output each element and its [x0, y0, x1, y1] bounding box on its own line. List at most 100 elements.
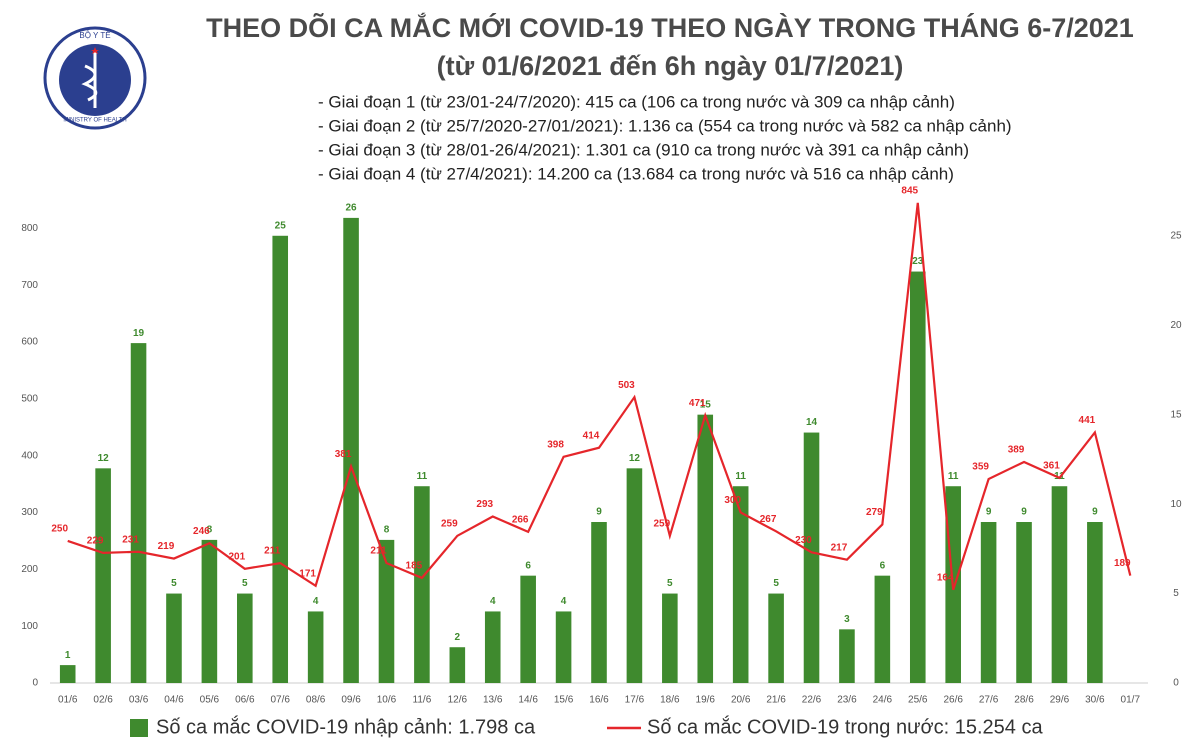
logo-top: BỘ Y TẾ: [79, 30, 110, 40]
x-tick-label: 14/6: [518, 695, 538, 706]
bar: [378, 539, 395, 683]
bar: [1087, 522, 1103, 683]
x-tick-label: 10/6: [377, 695, 397, 706]
x-tick-label: 23/6: [837, 695, 857, 706]
x-tick-label: 25/6: [908, 695, 928, 706]
line-label: 300: [724, 495, 741, 506]
x-tick-label: 11/6: [413, 695, 432, 706]
line-label: 246: [193, 526, 210, 537]
line-label: 171: [299, 568, 316, 579]
bar-label: 12: [629, 453, 641, 464]
legend-label: Số ca mắc COVID-19 trong nước: 15.254 ca: [647, 715, 1043, 738]
y-tick-label: 400: [21, 450, 38, 461]
line-label: 279: [866, 507, 883, 518]
bar-label: 12: [98, 453, 110, 464]
x-tick-label: 20/6: [731, 695, 751, 706]
bar: [555, 611, 572, 683]
x-tick-label: 02/6: [93, 695, 113, 706]
line-label: 471: [689, 398, 706, 409]
x-tick-label: 06/6: [235, 695, 255, 706]
line-label: 503: [618, 380, 635, 391]
x-tick-label: 28/6: [1014, 695, 1034, 706]
x-tick-label: 08/6: [306, 695, 326, 706]
bar-label: 5: [242, 578, 248, 589]
bar: [626, 468, 643, 683]
x-tick-label: 12/6: [448, 695, 468, 706]
bar: [732, 486, 749, 683]
annotation: - Giai đoạn 1 (từ 23/01-24/7/2020): 415 …: [318, 92, 955, 111]
y2-tick-label: 5: [1173, 588, 1179, 599]
bar-label: 19: [133, 328, 145, 339]
y2-tick-label: 0: [1173, 678, 1179, 689]
bar: [839, 629, 855, 683]
x-tick-label: 07/6: [270, 695, 290, 706]
logo-symbol: [81, 52, 98, 108]
x-tick-label: 09/6: [341, 695, 361, 706]
bar: [874, 575, 891, 683]
bar: [201, 539, 218, 683]
bar-label: 9: [1021, 507, 1027, 518]
line-label: 441: [1079, 415, 1096, 426]
line-label: 189: [1114, 558, 1131, 569]
y2-tick-label: 20: [1170, 320, 1182, 331]
bar-label: 14: [806, 417, 818, 428]
line-label: 164: [937, 572, 954, 583]
y-tick-label: 600: [21, 337, 38, 348]
annotation: - Giai đoạn 2 (từ 25/7/2020-27/01/2021):…: [318, 116, 1012, 135]
chart-subtitle: (từ 01/6/2021 đến 6h ngày 01/7/2021): [437, 51, 904, 81]
line-label: 259: [441, 518, 458, 529]
x-tick-label: 13/6: [483, 695, 503, 706]
line-label: 219: [158, 541, 175, 552]
bar: [484, 611, 501, 683]
line-label: 229: [87, 536, 104, 547]
bar-label: 6: [525, 560, 531, 571]
line-label: 217: [831, 542, 848, 553]
bar-label: 9: [596, 507, 602, 518]
x-tick-label: 21/6: [766, 695, 786, 706]
logo: BỘ Y TẾ MINISTRY OF HEALTH: [43, 26, 147, 130]
y-tick-label: 700: [21, 280, 38, 291]
bar: [591, 522, 607, 683]
x-tick-label: 19/6: [696, 695, 716, 706]
x-tick-label: 04/6: [164, 695, 184, 706]
y-tick-label: 200: [21, 564, 38, 575]
x-tick-label: 15/6: [554, 695, 574, 706]
bar: [909, 271, 926, 683]
bar-label: 9: [986, 507, 992, 518]
logo-bottom: MINISTRY OF HEALTH: [63, 118, 126, 124]
x-tick-label: 05/6: [200, 695, 220, 706]
bar: [414, 486, 430, 683]
bar-label: 8: [384, 525, 390, 536]
line-label: 231: [122, 534, 139, 545]
bar-label: 5: [171, 578, 177, 589]
line-label: 293: [476, 499, 493, 510]
line-label: 185: [406, 561, 423, 572]
bar: [662, 593, 678, 683]
line-label: 230: [795, 535, 812, 546]
bar: [520, 575, 536, 683]
line-label: 201: [228, 551, 245, 562]
line-label: 389: [1008, 445, 1025, 456]
y2-tick-label: 10: [1170, 499, 1182, 510]
x-tick-label: 17/6: [625, 695, 645, 706]
y-tick-label: 800: [21, 223, 38, 234]
bar: [1016, 522, 1032, 683]
x-tick-label: 24/6: [873, 695, 893, 706]
x-tick-label: 29/6: [1050, 695, 1070, 706]
bar: [803, 432, 820, 683]
x-tick-label: 01/7: [1121, 695, 1141, 706]
bar-label: 11: [417, 471, 428, 482]
line: [67, 202, 1132, 591]
bar: [95, 468, 111, 683]
bar: [697, 414, 714, 683]
y-tick-label: 100: [21, 621, 38, 632]
y2-tick-label: 25: [1170, 230, 1182, 241]
bar: [130, 343, 147, 683]
bar: [307, 611, 324, 683]
line-label: 361: [1043, 461, 1060, 472]
bar-label: 23: [912, 256, 924, 267]
y2-tick-label: 15: [1170, 409, 1182, 420]
bar-label: 15: [700, 399, 712, 410]
y-tick-label: 0: [32, 678, 38, 689]
